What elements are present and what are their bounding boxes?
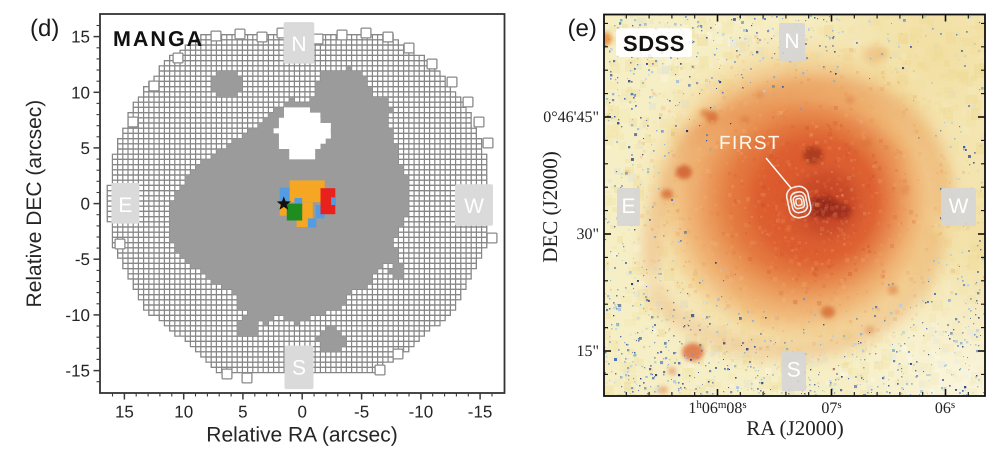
svg-text:10: 10: [174, 403, 193, 422]
svg-text:DEC (J2000): DEC (J2000): [538, 151, 562, 262]
svg-text:15": 15": [576, 343, 599, 360]
svg-text:0: 0: [81, 195, 90, 214]
svg-text:-5: -5: [354, 403, 369, 422]
svg-text:W: W: [464, 195, 484, 218]
svg-text:-15: -15: [65, 362, 90, 381]
svg-text:RA (J2000): RA (J2000): [746, 416, 843, 440]
svg-text:MANGA: MANGA: [113, 27, 204, 51]
svg-text:FIRST: FIRST: [719, 133, 781, 154]
svg-text:Relative DEC (arcsec): Relative DEC (arcsec): [23, 100, 46, 308]
svg-text:15: 15: [115, 403, 134, 422]
svg-text:5: 5: [81, 139, 90, 158]
svg-text:-5: -5: [75, 250, 90, 269]
svg-text:30": 30": [576, 226, 599, 243]
svg-text:5: 5: [238, 403, 247, 422]
svg-text:0: 0: [297, 403, 306, 422]
svg-text:(d): (d): [30, 15, 59, 42]
svg-text:1h06m08s: 1h06m08s: [688, 399, 746, 417]
svg-text:0°46'45": 0°46'45": [543, 109, 599, 126]
svg-text:10: 10: [71, 83, 90, 102]
svg-text:15: 15: [71, 28, 90, 47]
svg-text:-15: -15: [468, 403, 493, 422]
svg-text:07s: 07s: [821, 399, 841, 417]
svg-text:06s: 06s: [935, 399, 955, 417]
svg-text:S: S: [292, 357, 306, 380]
svg-text:S: S: [787, 359, 801, 382]
svg-text:SDSS: SDSS: [623, 31, 685, 56]
svg-text:E: E: [118, 194, 132, 217]
svg-text:N: N: [291, 33, 306, 56]
svg-text:W: W: [949, 195, 969, 218]
svg-text:(e): (e): [568, 15, 597, 42]
svg-text:-10: -10: [409, 403, 434, 422]
svg-text:Relative RA (arcsec): Relative RA (arcsec): [206, 424, 397, 447]
svg-text:N: N: [784, 30, 799, 53]
svg-text:E: E: [621, 195, 635, 218]
svg-text:-10: -10: [65, 306, 90, 325]
